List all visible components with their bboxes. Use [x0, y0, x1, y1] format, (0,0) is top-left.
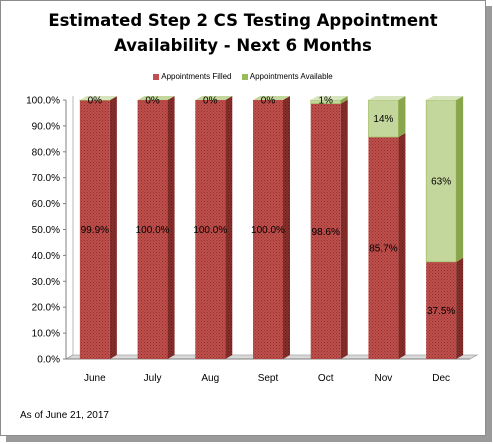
bar-filled-dec — [426, 261, 457, 359]
bar-filled-side-oct — [340, 99, 348, 359]
bar-available-side-june — [109, 96, 117, 101]
y-tick-label: 30.0% — [32, 277, 60, 288]
bar-filled-side-aug — [225, 96, 233, 359]
bar-filled-sept — [253, 100, 283, 359]
y-tick-label: 20.0% — [32, 303, 60, 314]
legend-item-filled: Appointments Filled — [153, 72, 232, 82]
data-label-filled: 37.5% — [427, 306, 455, 317]
axis-depth-line — [65, 354, 74, 360]
chart-title-line-1: Estimated Step 2 CS Testing Appointment — [48, 11, 438, 30]
bar-available-nov — [368, 99, 399, 138]
footnote: As of June 21, 2017 — [20, 410, 109, 421]
bar-available-dec — [425, 99, 457, 263]
bar-filled-oct — [310, 103, 341, 359]
data-label-available: 0% — [145, 96, 160, 107]
y-tick-label: 80.0% — [32, 147, 60, 158]
data-label-filled: 98.6% — [312, 227, 340, 238]
x-tick-label: Dec — [432, 373, 450, 384]
data-label-available: 63% — [431, 176, 451, 187]
x-tick-label: Aug — [201, 373, 219, 384]
y-tick-label: 70.0% — [32, 173, 60, 184]
chart-legend: Appointments Filled Appointments Availab… — [0, 72, 486, 81]
bar-top-july — [137, 96, 175, 100]
bar-top-sept — [253, 96, 290, 100]
y-tick-label: 50.0% — [32, 225, 60, 236]
bar-filled-side-nov — [398, 133, 406, 359]
bar-filled-june — [79, 100, 110, 359]
bar-filled-side-sept — [283, 96, 290, 359]
bar-filled-side-july — [167, 96, 175, 359]
bar-available-top-june — [79, 96, 117, 100]
x-tick-label: July — [144, 373, 162, 384]
bar-available-top-oct — [310, 96, 348, 100]
bar-available-top-dec — [426, 96, 464, 100]
y-tick-label: 40.0% — [32, 251, 60, 262]
chart-title: Estimated Step 2 CS Testing Appointment … — [0, 8, 486, 58]
bar-filled-nov — [368, 137, 399, 359]
data-label-available: 0% — [261, 96, 276, 107]
data-label-available: 14% — [373, 114, 393, 125]
legend-label-filled: Appointments Filled — [161, 72, 232, 82]
data-label-filled: 100.0% — [193, 225, 227, 236]
data-label-filled: 99.9% — [81, 225, 109, 236]
bar-filled-july — [137, 100, 168, 359]
bar-available-side-dec — [456, 96, 464, 262]
bar-filled-side-dec — [456, 257, 464, 359]
legend-item-available: Appointments Available — [241, 72, 333, 82]
data-label-available: 0% — [203, 96, 218, 107]
data-label-available: 0% — [88, 96, 103, 107]
legend-swatch-available — [241, 74, 248, 81]
data-label-filled: 85.7% — [369, 244, 397, 255]
data-label-filled: 100.0% — [136, 225, 170, 236]
bar-available-top-nov — [368, 96, 406, 100]
y-tick-label: 100.0% — [26, 96, 60, 107]
y-tick-label: 60.0% — [32, 199, 60, 210]
x-tick-label: Sept — [258, 373, 279, 384]
legend-swatch-filled — [153, 74, 160, 81]
bar-top-aug — [195, 96, 233, 100]
y-tick-label: 0.0% — [37, 355, 60, 366]
x-tick-label: June — [84, 373, 106, 384]
bar-available-side-nov — [398, 96, 406, 138]
x-tick-label: Nov — [375, 373, 393, 384]
frame-shadow-right — [486, 6, 492, 442]
x-tick-label: Oct — [318, 373, 334, 384]
data-label-available: 1% — [318, 96, 333, 107]
bar-available-side-oct — [340, 96, 348, 104]
frame-shadow-bottom — [6, 436, 492, 442]
legend-label-available: Appointments Available — [249, 72, 333, 82]
y-tick-label: 10.0% — [32, 329, 60, 340]
chart-title-line-2: Availability - Next 6 Months — [114, 36, 372, 55]
data-label-filled: 100.0% — [251, 225, 285, 236]
bar-filled-side-june — [109, 96, 117, 359]
bar-filled-aug — [195, 100, 226, 359]
y-tick-label: 90.0% — [32, 121, 60, 132]
